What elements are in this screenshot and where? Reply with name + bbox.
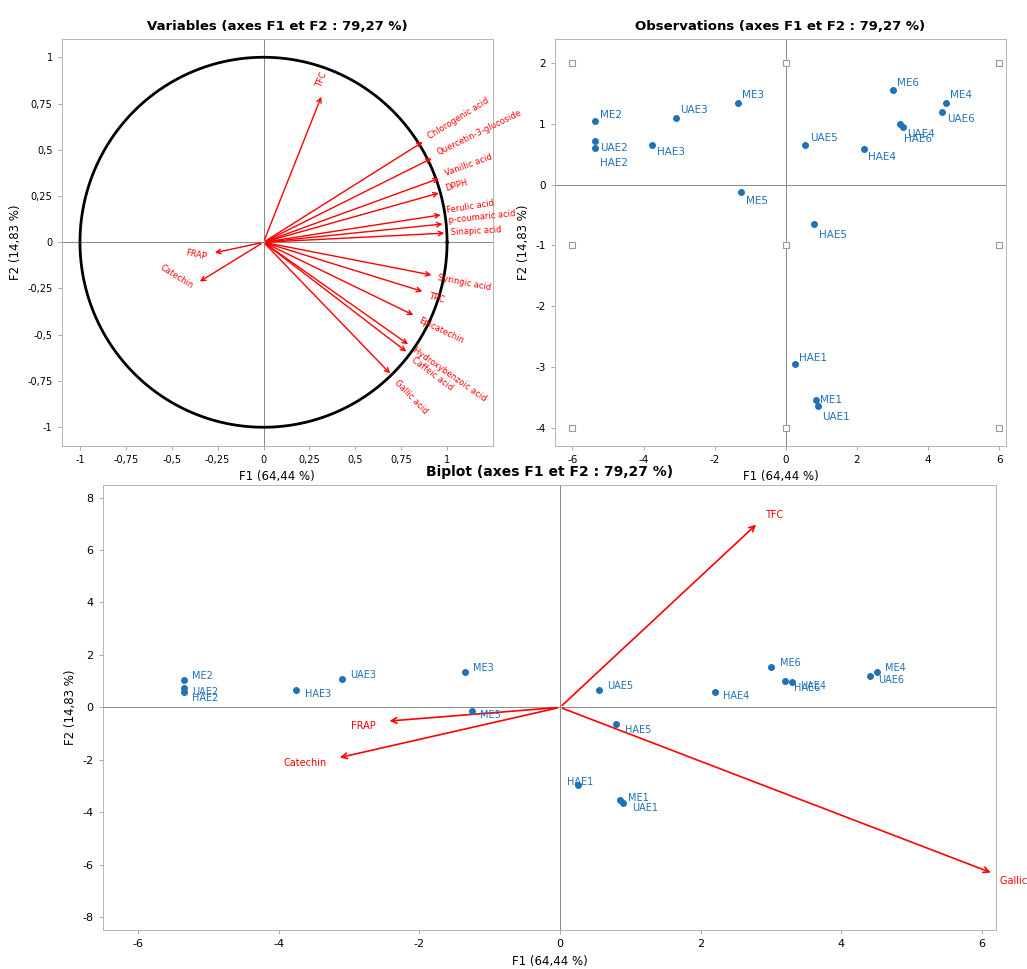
Text: UAE5: UAE5 bbox=[607, 681, 634, 692]
Text: ME4: ME4 bbox=[950, 90, 973, 100]
Text: HAE6: HAE6 bbox=[794, 683, 820, 693]
Text: ME2: ME2 bbox=[600, 109, 621, 120]
Y-axis label: F2 (14,83 %): F2 (14,83 %) bbox=[64, 670, 77, 745]
Title: Observations (axes F1 et F2 : 79,27 %): Observations (axes F1 et F2 : 79,27 %) bbox=[636, 20, 925, 33]
Text: Syringic acid: Syringic acid bbox=[438, 273, 492, 292]
Text: p-coumaric acid: p-coumaric acid bbox=[449, 208, 517, 225]
Text: UAE4: UAE4 bbox=[908, 129, 936, 140]
X-axis label: F1 (64,44 %): F1 (64,44 %) bbox=[511, 954, 587, 968]
Text: FRAP: FRAP bbox=[351, 721, 376, 731]
X-axis label: F1 (64,44 %): F1 (64,44 %) bbox=[743, 470, 819, 484]
Text: Epicatechin: Epicatechin bbox=[418, 316, 465, 346]
X-axis label: F1 (64,44 %): F1 (64,44 %) bbox=[239, 470, 315, 484]
Text: Quercetin-3-glucoside: Quercetin-3-glucoside bbox=[435, 109, 524, 158]
Text: Caffeic acid: Caffeic acid bbox=[410, 356, 454, 392]
Text: HAE2: HAE2 bbox=[192, 693, 219, 703]
Text: ME4: ME4 bbox=[885, 663, 906, 673]
Title: Biplot (axes F1 et F2 : 79,27 %): Biplot (axes F1 et F2 : 79,27 %) bbox=[426, 465, 673, 479]
Text: Chlorogenic acid: Chlorogenic acid bbox=[426, 96, 491, 141]
Text: HAE5: HAE5 bbox=[819, 230, 846, 240]
Text: UAE6: UAE6 bbox=[878, 674, 904, 685]
Text: ME3: ME3 bbox=[473, 663, 494, 673]
Text: ME5: ME5 bbox=[481, 710, 501, 720]
Text: UAE3: UAE3 bbox=[680, 106, 708, 115]
Text: ME5: ME5 bbox=[746, 196, 767, 206]
Text: UAE2: UAE2 bbox=[600, 143, 627, 153]
Text: Ferulic acid: Ferulic acid bbox=[447, 199, 495, 215]
Text: HAE4: HAE4 bbox=[723, 691, 750, 702]
Text: HAE5: HAE5 bbox=[624, 725, 651, 735]
Title: Variables (axes F1 et F2 : 79,27 %): Variables (axes F1 et F2 : 79,27 %) bbox=[147, 20, 408, 33]
Text: ME3: ME3 bbox=[743, 90, 764, 100]
Text: HAE4: HAE4 bbox=[869, 151, 897, 162]
Text: ME1: ME1 bbox=[821, 395, 842, 405]
Text: HAE3: HAE3 bbox=[656, 147, 685, 157]
Text: HAE2: HAE2 bbox=[600, 158, 627, 168]
Text: UAE4: UAE4 bbox=[801, 681, 827, 692]
Text: UAE3: UAE3 bbox=[350, 670, 376, 679]
Text: UAE5: UAE5 bbox=[809, 133, 837, 142]
Text: FRAP: FRAP bbox=[185, 248, 207, 262]
Text: ME2: ME2 bbox=[192, 671, 213, 681]
Text: HAE1: HAE1 bbox=[567, 777, 594, 787]
Text: UAE2: UAE2 bbox=[192, 687, 218, 697]
Text: HAE1: HAE1 bbox=[799, 353, 827, 362]
Text: Catechin: Catechin bbox=[158, 264, 194, 291]
Text: Sinapic acid: Sinapic acid bbox=[451, 226, 501, 237]
Text: Hydroxybenzoic acid: Hydroxybenzoic acid bbox=[412, 346, 489, 403]
Text: HAE6: HAE6 bbox=[904, 134, 931, 144]
Text: ME6: ME6 bbox=[897, 78, 919, 88]
Text: UAE1: UAE1 bbox=[632, 802, 657, 813]
Text: Gallic acid: Gallic acid bbox=[1000, 876, 1027, 887]
Text: UAE6: UAE6 bbox=[947, 114, 975, 124]
Text: UAE1: UAE1 bbox=[823, 412, 850, 422]
Text: HAE3: HAE3 bbox=[305, 689, 331, 700]
Y-axis label: F2 (14,83 %): F2 (14,83 %) bbox=[517, 204, 530, 280]
Text: TPC: TPC bbox=[427, 292, 446, 305]
Text: Vanillic acid: Vanillic acid bbox=[444, 152, 494, 178]
Text: Catechin: Catechin bbox=[283, 759, 327, 768]
Text: ME6: ME6 bbox=[779, 658, 800, 668]
Text: TFC: TFC bbox=[314, 71, 329, 88]
Y-axis label: F2 (14,83 %): F2 (14,83 %) bbox=[9, 204, 22, 280]
Text: Gallic acid: Gallic acid bbox=[392, 378, 429, 416]
Text: DPPH: DPPH bbox=[444, 178, 468, 193]
Text: ME1: ME1 bbox=[629, 793, 649, 803]
Text: TFC: TFC bbox=[765, 511, 784, 520]
